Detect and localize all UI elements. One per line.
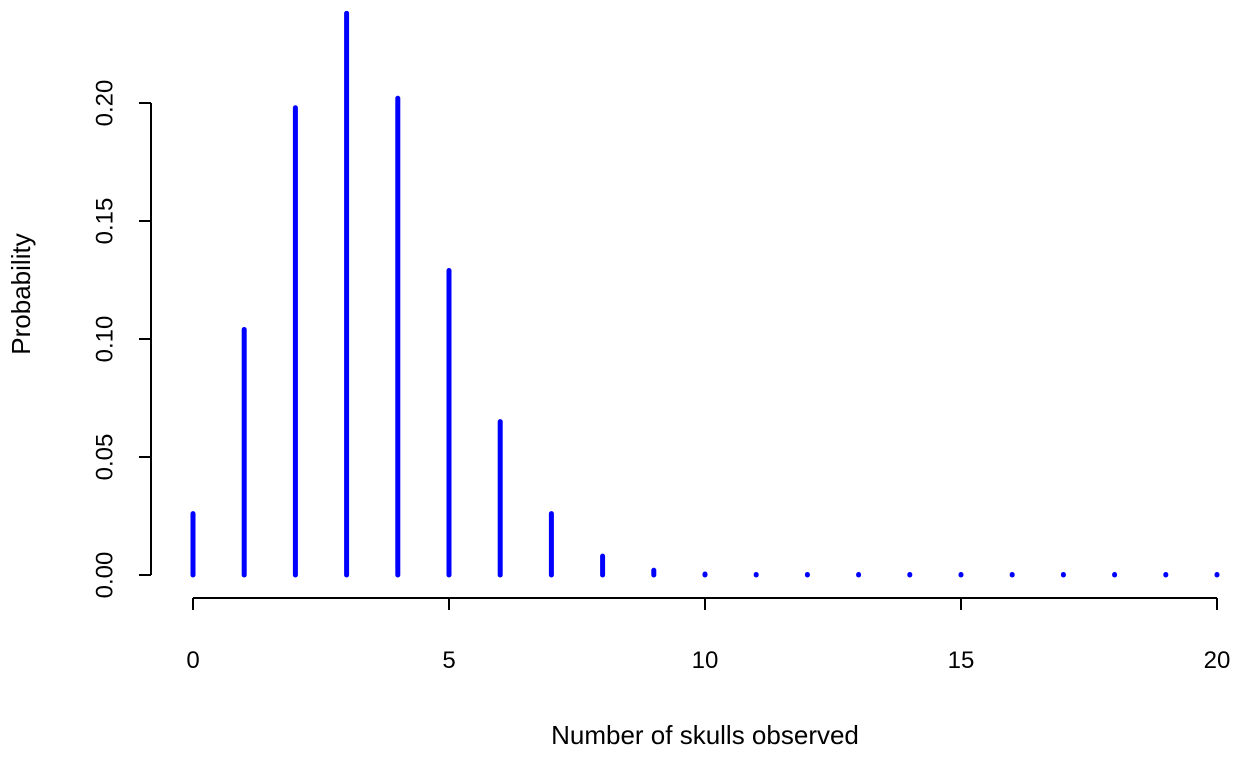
y-tick-label: 0.15	[92, 198, 119, 245]
y-tick-label: 0.20	[92, 80, 119, 127]
y-tick-label: 0.00	[92, 552, 119, 599]
x-axis: 0 5 10 15 20	[186, 597, 1231, 674]
bars-group	[190, 10, 1220, 578]
y-tick-label: 0.05	[92, 434, 119, 481]
x-tick-label: 10	[692, 647, 719, 674]
y-axis: 0.00 0.05 0.10 0.15 0.20	[92, 80, 152, 599]
y-axis-title: Probability	[6, 233, 36, 354]
x-tick-label: 15	[948, 647, 975, 674]
x-tick-label: 0	[186, 647, 199, 674]
x-axis-title: Number of skulls observed	[551, 720, 859, 750]
x-tick-label: 20	[1204, 647, 1231, 674]
y-tick-label: 0.10	[92, 316, 119, 363]
x-tick-label: 5	[442, 647, 455, 674]
